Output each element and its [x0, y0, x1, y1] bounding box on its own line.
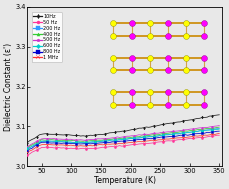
X-axis label: Temperature (K): Temperature (K)	[93, 176, 155, 185]
Legend: 10Hz, 50 Hz, 200 Hz, 400 Hz, 500 Hz, 600 Hz, 800 Hz, 1 MHz: 10Hz, 50 Hz, 200 Hz, 400 Hz, 500 Hz, 600…	[31, 12, 62, 62]
Y-axis label: Dielectric Constant (ε'): Dielectric Constant (ε')	[4, 43, 13, 131]
